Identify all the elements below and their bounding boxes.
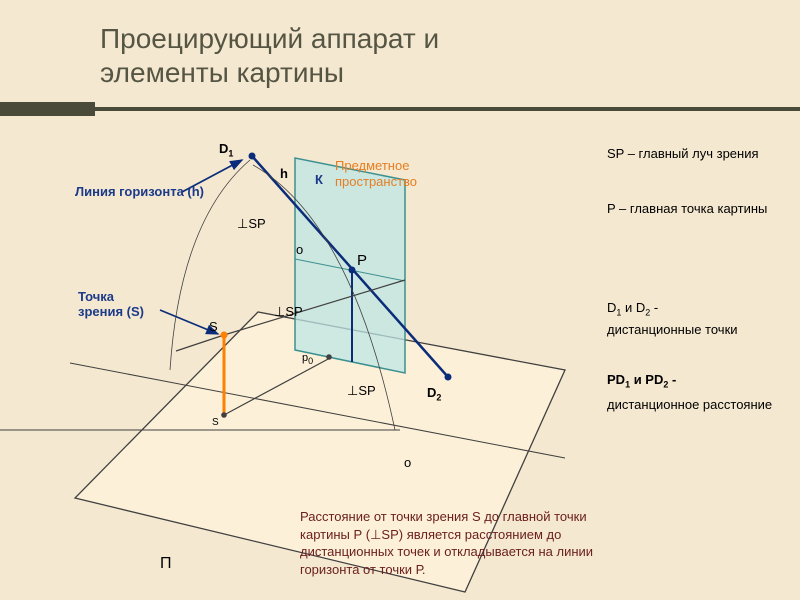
s-left-extension <box>176 335 224 351</box>
point-d1 <box>249 153 256 160</box>
point-s-top <box>221 332 228 339</box>
divider-line <box>95 107 800 111</box>
bottom-note: Расстояние от точки зрения S до главной … <box>300 508 730 578</box>
label-perp-sp-2: ⊥SP <box>274 304 303 320</box>
label-p0: p0 <box>302 352 313 366</box>
label-s-bottom: S <box>212 417 219 428</box>
slide-title: Проецирующий аппарат и элементы картины <box>100 22 439 89</box>
point-p0 <box>326 354 332 360</box>
s-to-p-line <box>224 280 405 335</box>
divider-block <box>0 102 95 116</box>
label-o-top: о <box>296 242 303 257</box>
title-line-2: элементы картины <box>100 57 344 88</box>
divider <box>0 102 800 116</box>
viewpoint-label: Точка зрения (S) <box>78 289 144 319</box>
legend-pd-title: PD1 и PD2 - <box>607 370 797 392</box>
ground-baseline <box>70 363 565 458</box>
label-p: P <box>357 252 367 269</box>
legend-d: D1 и D2 - дистанционные точки <box>607 298 787 341</box>
label-pi: П <box>160 555 172 573</box>
legend-p: P – главная точка картины <box>607 200 787 218</box>
label-perp-sp-1: ⊥SP <box>237 216 266 232</box>
label-h: h <box>280 166 288 181</box>
label-d2: D2 <box>427 385 441 403</box>
label-d1: D1 <box>219 141 233 159</box>
picture-plane <box>295 158 405 373</box>
point-d2 <box>445 374 452 381</box>
label-perp-sp-3: ⊥SP <box>347 383 376 399</box>
point-p <box>349 267 356 274</box>
legend-pd-body: дистанционное расстояние <box>607 395 797 415</box>
label-k: К <box>315 172 323 187</box>
title-line-1: Проецирующий аппарат и <box>100 23 439 54</box>
horizon-label: Линия горизонта (h) <box>75 184 204 199</box>
s-ground-projection <box>224 358 330 415</box>
label-s-top: S <box>209 319 218 334</box>
picture-horizon-segment <box>295 259 405 281</box>
subject-space-label: Предметное пространство <box>335 158 417 189</box>
point-s-bottom <box>221 412 227 418</box>
label-o-bottom: о <box>404 455 411 470</box>
legend-sp: SP – главный луч зрения <box>607 145 787 163</box>
